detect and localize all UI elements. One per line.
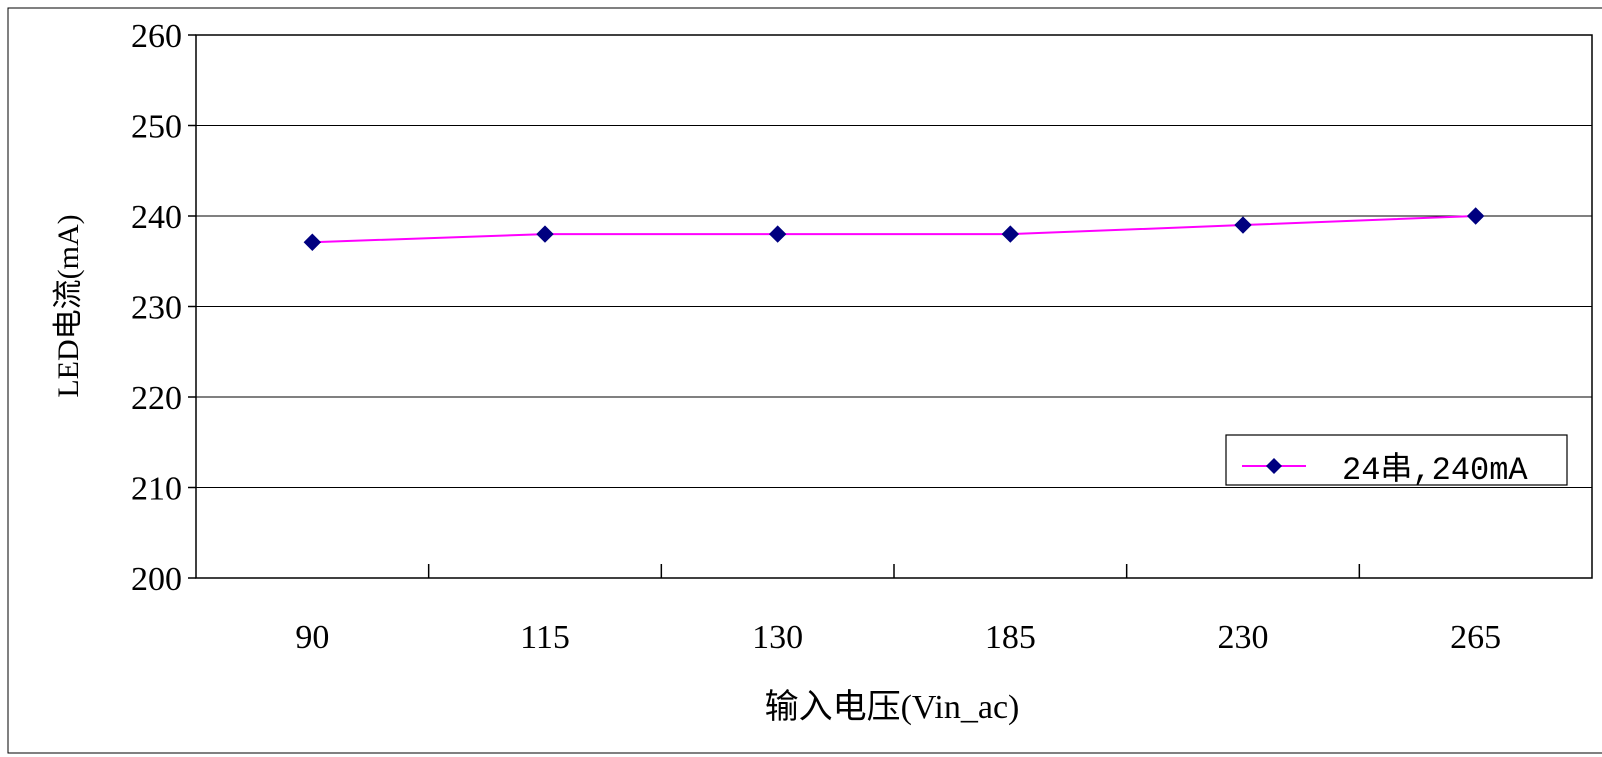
legend-box <box>1225 434 1568 486</box>
legend-marker-swatch <box>1266 458 1282 474</box>
series-line-group <box>312 215 1476 244</box>
y-tick-label: 220 <box>131 380 182 417</box>
y-tick-label: 240 <box>131 199 182 236</box>
x-axis-ticks: 90 115 130 185 230 265 <box>295 564 1501 656</box>
x-axis-title: 输入电压(Vin_ac) <box>765 688 1020 726</box>
x-tick-label: 115 <box>520 619 570 656</box>
grid-lines <box>196 34 1592 488</box>
data-point <box>303 233 322 251</box>
series-line <box>312 215 1476 244</box>
x-tick-label: 230 <box>1218 619 1269 656</box>
data-point <box>768 225 787 243</box>
x-tick-label: 130 <box>752 619 803 656</box>
x-tick-label: 265 <box>1450 619 1501 656</box>
data-point <box>536 225 554 243</box>
data-point <box>1234 216 1252 234</box>
series-points-group <box>303 207 1485 251</box>
y-axis-title: LED电流(mA) <box>52 214 85 397</box>
y-tick-label: 230 <box>131 290 182 327</box>
data-point <box>1466 207 1485 225</box>
y-tick-label: 210 <box>131 471 182 508</box>
y-tick-label: 200 <box>131 561 182 598</box>
legend-label: 24串,240mA <box>1342 452 1528 489</box>
legend: 24串,240mA <box>1225 434 1568 489</box>
y-tick-label: 260 <box>131 18 182 55</box>
y-tick-label: 250 <box>131 109 182 146</box>
x-tick-label: 90 <box>295 619 329 656</box>
data-point <box>1001 225 1020 243</box>
y-axis-ticks: 200 210 220 230 240 250 260 <box>131 18 196 598</box>
x-tick-label: 185 <box>985 619 1036 656</box>
